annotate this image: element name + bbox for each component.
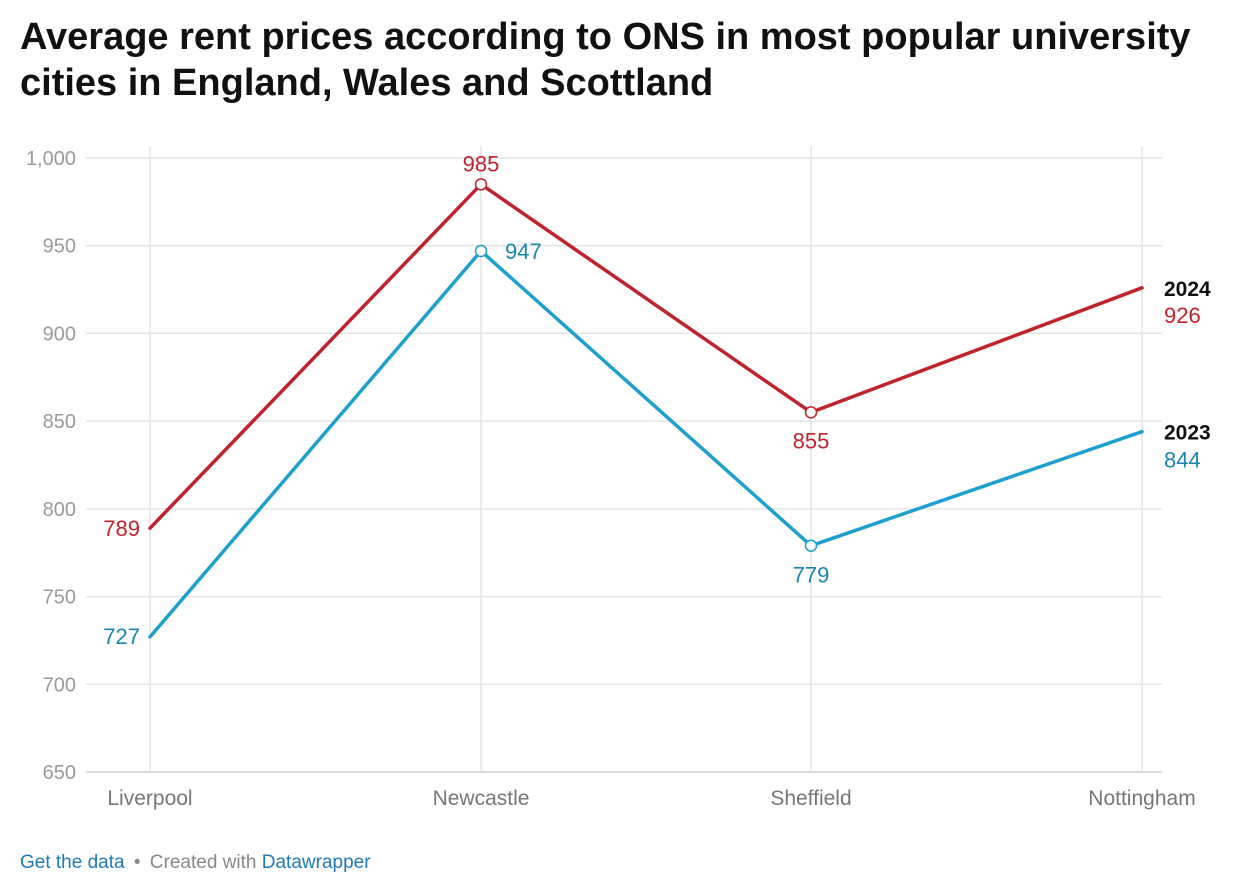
data-label: 926 [1164,303,1201,328]
datawrapper-link[interactable]: Datawrapper [262,852,371,873]
data-label: 844 [1164,448,1201,473]
line-chart: 650 700 750 800 850 900 950 1,000 Liverpool Newc… [0,0,1234,894]
y-axis-ticks: 650 700 750 800 850 900 950 1,000 [26,148,76,784]
data-point-marker [476,179,487,190]
series-line-2024 [150,184,1142,528]
series-name-label: 2023 [1164,422,1211,445]
x-tick-label: Nottingham [1088,787,1195,810]
created-with-text: Created with [150,852,257,873]
y-tick-label: 700 [43,674,76,696]
data-label: 855 [793,428,830,453]
series-line-2023 [150,251,1142,637]
y-tick-label: 800 [43,499,76,521]
x-axis-ticks: Liverpool Newcastle Sheffield Nottingham [107,787,1195,810]
data-label: 789 [103,516,140,541]
series-name-label: 2024 [1164,278,1211,301]
y-tick-label: 650 [43,762,76,784]
data-label: 947 [505,239,542,264]
y-tick-label: 900 [43,323,76,345]
y-tick-label: 850 [43,411,76,433]
grid-lines [86,146,1162,772]
data-point-marker [476,245,487,256]
data-label: 779 [793,563,830,588]
y-tick-label: 950 [43,236,76,258]
x-tick-label: Sheffield [770,787,851,810]
y-tick-label: 1,000 [26,148,76,170]
data-point-marker [806,407,817,418]
footer-separator: • [134,852,141,873]
get-data-link[interactable]: Get the data [20,852,125,873]
data-point-marker [806,540,817,551]
x-tick-label: Liverpool [107,787,192,810]
y-tick-label: 750 [43,587,76,609]
data-label: 727 [103,624,140,649]
series-lines [150,179,1142,637]
footer: Get the data • Created with Datawrapper [20,852,371,874]
data-labels: 789 985 855 926 727 947 779 844 2024 2023 [103,151,1211,649]
x-tick-label: Newcastle [433,787,530,810]
data-label: 985 [463,151,500,176]
